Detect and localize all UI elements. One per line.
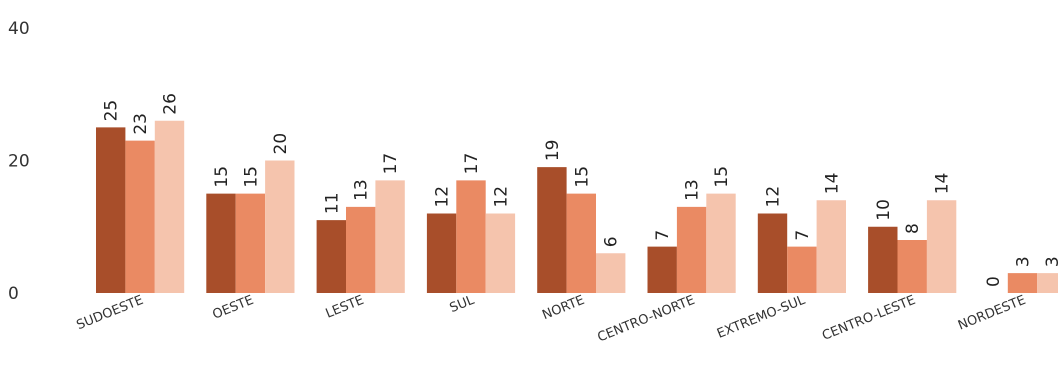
bar — [647, 246, 677, 293]
bar — [154, 120, 185, 293]
data-label: 25 — [102, 100, 122, 122]
data-label: 15 — [212, 166, 232, 188]
bar — [706, 193, 736, 293]
data-label: 23 — [131, 113, 151, 135]
data-label: 15 — [712, 166, 732, 188]
data-labels-group: 25 23 26 15 15 20 11 13 17 12 17 12 19 15 6 7 13 15 12 7 14 1… — [102, 93, 1058, 287]
bar — [868, 226, 898, 293]
bar — [125, 140, 155, 293]
data-label: 6 — [602, 236, 622, 247]
bar — [206, 193, 236, 293]
data-label: 14 — [822, 173, 842, 195]
bar — [1037, 273, 1058, 293]
bar — [676, 206, 707, 293]
data-label: 17 — [381, 153, 401, 175]
data-label: 12 — [433, 186, 453, 208]
x-tick-label: SUL — [448, 293, 478, 317]
bar — [265, 160, 295, 293]
bar — [96, 127, 126, 293]
data-label: 14 — [933, 173, 953, 195]
y-tick-label: 20 — [8, 152, 30, 172]
data-label: 11 — [322, 192, 342, 214]
data-label: 12 — [491, 186, 511, 208]
bar — [596, 253, 626, 293]
x-tick-label: SUDOESTE — [74, 293, 145, 333]
bar — [537, 167, 567, 293]
x-tick-label: CENTRO-LESTE — [820, 293, 918, 344]
data-label: 13 — [352, 179, 372, 201]
data-label: 3 — [1014, 256, 1034, 267]
data-label: 13 — [683, 179, 703, 201]
bar — [816, 200, 846, 293]
bar — [456, 180, 486, 293]
data-label: 8 — [903, 223, 923, 234]
data-label: 7 — [793, 230, 813, 241]
data-label: 7 — [653, 230, 673, 241]
y-axis: 0 20 40 — [8, 19, 30, 304]
bar — [787, 246, 817, 293]
data-label: 17 — [462, 153, 482, 175]
x-tick-label: EXTREMO-SUL — [715, 293, 808, 342]
bar — [316, 220, 346, 293]
data-label: 3 — [1043, 256, 1058, 267]
bar — [897, 240, 927, 293]
bar — [235, 193, 266, 293]
bar — [375, 180, 405, 293]
y-tick-label: 40 — [8, 19, 30, 39]
bar — [426, 213, 457, 293]
x-axis: SUDOESTE OESTE LESTE SUL NORTE CENTRO-NORTE EX… — [74, 293, 1028, 346]
data-label: 19 — [543, 139, 563, 161]
x-tick-label: NORTE — [540, 293, 587, 323]
x-tick-label: OESTE — [211, 293, 256, 323]
bar — [757, 213, 788, 293]
x-tick-label: NORDESTE — [956, 293, 1028, 334]
data-label: 0 — [984, 276, 1004, 287]
bar — [485, 213, 516, 293]
data-label: 15 — [572, 166, 592, 188]
bars-group — [96, 120, 1058, 293]
data-label: 26 — [161, 93, 181, 115]
bar — [346, 206, 376, 293]
bar — [926, 200, 957, 293]
x-tick-label: CENTRO-NORTE — [596, 293, 698, 346]
data-label: 15 — [241, 166, 261, 188]
x-tick-label: LESTE — [324, 293, 367, 322]
bar — [1007, 273, 1038, 293]
data-label: 20 — [271, 133, 291, 155]
data-label: 10 — [874, 199, 894, 221]
y-tick-label: 0 — [8, 284, 19, 304]
data-label: 12 — [764, 186, 784, 208]
bar — [566, 193, 596, 293]
